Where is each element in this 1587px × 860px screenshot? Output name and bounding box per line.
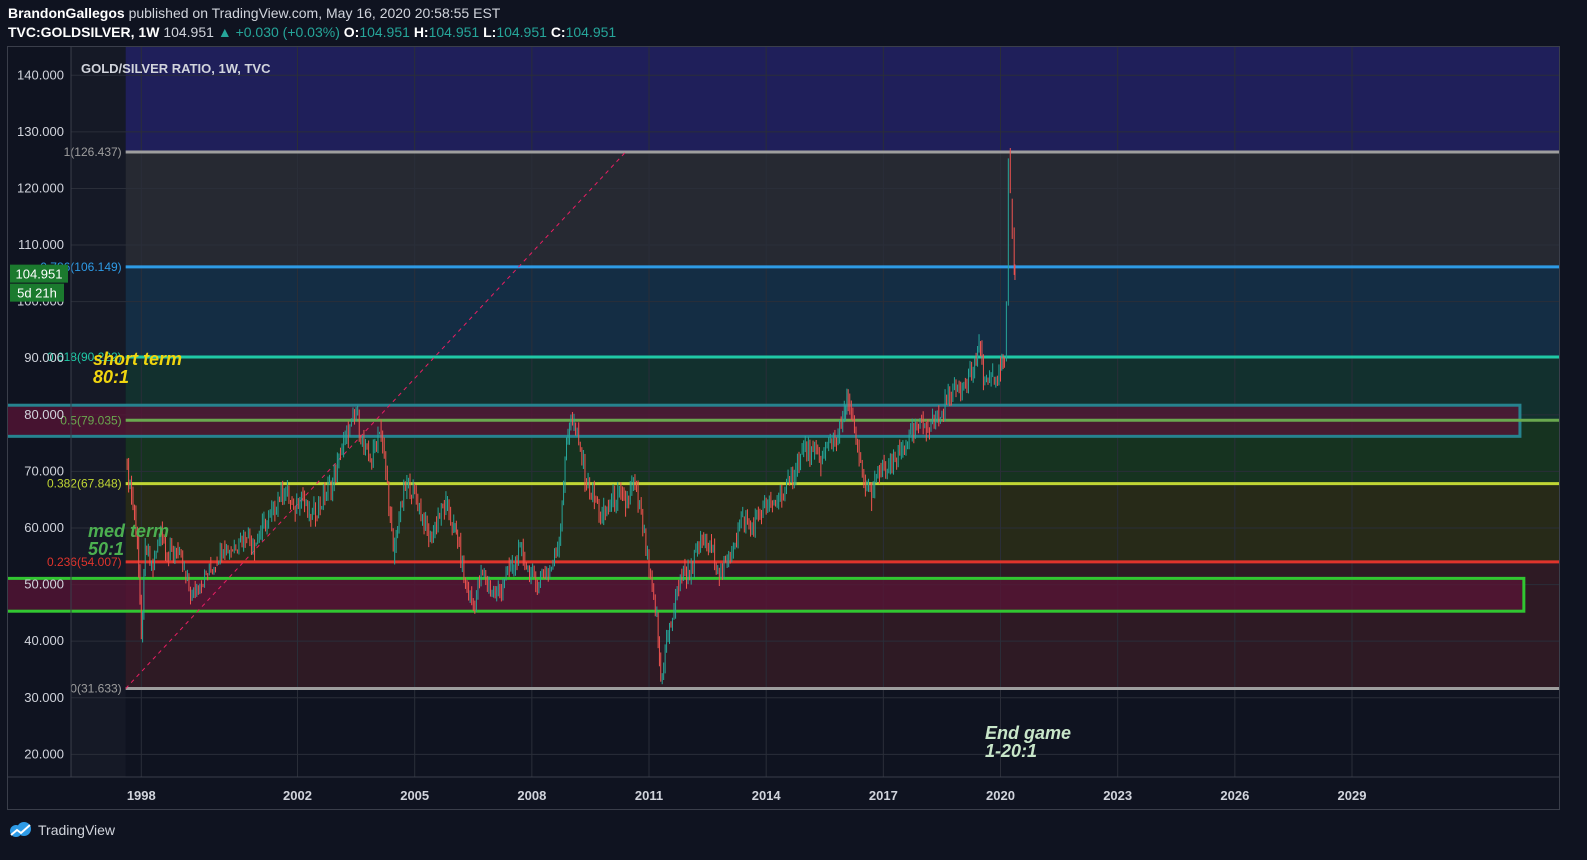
countdown-label: 5d 21h — [17, 286, 57, 301]
fib-label-0.618: 0.618(90.222) — [47, 350, 122, 364]
chart-canvas[interactable]: 1(126.437)0.786(106.149)0.618(90.222)0.5… — [8, 47, 1559, 809]
x-tick-label: 2002 — [283, 788, 312, 803]
x-tick-label: 2026 — [1220, 788, 1249, 803]
trend-line — [125, 151, 626, 689]
open-label: O: — [343, 24, 360, 40]
x-tick-label: 1998 — [127, 788, 156, 803]
tradingview-brand[interactable]: TradingView — [38, 822, 116, 838]
fib-zone — [125, 483, 1559, 562]
x-tick-label: 2020 — [986, 788, 1015, 803]
annotation-med-term-line2: 50:1 — [88, 539, 124, 559]
fib-zone — [125, 266, 1559, 357]
fib-zone — [125, 152, 1559, 267]
x-tick-label: 2023 — [1103, 788, 1132, 803]
tradingview-logo-icon[interactable] — [8, 822, 34, 838]
footer: TradingView — [8, 820, 115, 840]
up-arrow-icon: ▲ — [217, 24, 232, 40]
x-tick-label: 2029 — [1338, 788, 1367, 803]
annotation-med-term-line1: med term — [88, 521, 169, 541]
high-value: 104.951 — [428, 24, 480, 40]
fib-zone — [125, 47, 1559, 153]
author-name[interactable]: BrandonGallegos — [8, 5, 125, 21]
publish-info: published on TradingView.com, May 16, 20… — [128, 5, 501, 21]
y-tick-label: 130.000 — [17, 124, 64, 139]
y-tick-label: 20.000 — [24, 746, 64, 761]
x-tick-label: 2014 — [752, 788, 782, 803]
countdown-box — [10, 283, 64, 302]
low-label: L: — [483, 24, 497, 40]
chart-header: BrandonGallegos published on TradingView… — [0, 0, 1587, 46]
y-tick-label: 40.000 — [24, 633, 64, 648]
price-label-box — [10, 264, 68, 283]
last-price: 104.951 — [163, 24, 214, 40]
x-tick-label: 2008 — [517, 788, 546, 803]
annotation-end-game-line1: End game — [985, 723, 1071, 743]
price-series — [126, 148, 1016, 685]
fib-label-0.382: 0.382(67.848) — [47, 477, 122, 491]
open-value: 104.951 — [359, 24, 410, 40]
y-tick-label: 90.000 — [24, 350, 64, 365]
price-label: 104.951 — [16, 267, 63, 282]
close-label: C: — [550, 24, 566, 40]
y-tick-label: 30.000 — [24, 690, 64, 705]
price-change: +0.030 (+0.03%) — [235, 24, 340, 40]
annotation-end-game-line2: 1-20:1 — [985, 741, 1037, 761]
y-tick-label: 110.000 — [18, 237, 64, 252]
fib-label-0: 0(31.633) — [70, 682, 121, 696]
med-term-box — [8, 576, 1526, 613]
fib-label-1: 1(126.437) — [64, 145, 122, 159]
x-tick-label: 2011 — [635, 788, 663, 803]
fib-label-0.236: 0.236(54.007) — [47, 555, 122, 569]
y-tick-label: 60.000 — [24, 520, 64, 535]
fib-label-0.5: 0.5(79.035) — [60, 413, 121, 427]
chart-title: GOLD/SILVER RATIO, 1W, TVC — [81, 61, 271, 76]
y-tick-label: 140.000 — [17, 67, 64, 82]
y-tick-label: 120.000 — [17, 180, 64, 195]
symbol-name[interactable]: TVC:GOLDSILVER, 1W — [8, 24, 160, 40]
x-tick-label: 2017 — [869, 788, 898, 803]
y-tick-label: 70.000 — [24, 463, 64, 478]
publish-line: BrandonGallegos published on TradingView… — [8, 5, 500, 21]
x-tick-label: 2005 — [400, 788, 429, 803]
symbol-line: TVC:GOLDSILVER, 1W 104.951 ▲ +0.030 (+0.… — [8, 24, 616, 40]
low-value: 104.951 — [496, 24, 547, 40]
y-tick-label: 50.000 — [24, 577, 64, 592]
annotation-short-term-line2: 80:1 — [93, 367, 129, 387]
annotation-short-term-line1: short term — [93, 349, 182, 369]
high-label: H: — [413, 24, 429, 40]
y-tick-label: 80.000 — [24, 407, 64, 422]
chart-area[interactable]: 1(126.437) 0.786(106.149) 0.618(90.222) 0.5… — [7, 46, 1560, 810]
close-value: 104.951 — [565, 24, 617, 40]
